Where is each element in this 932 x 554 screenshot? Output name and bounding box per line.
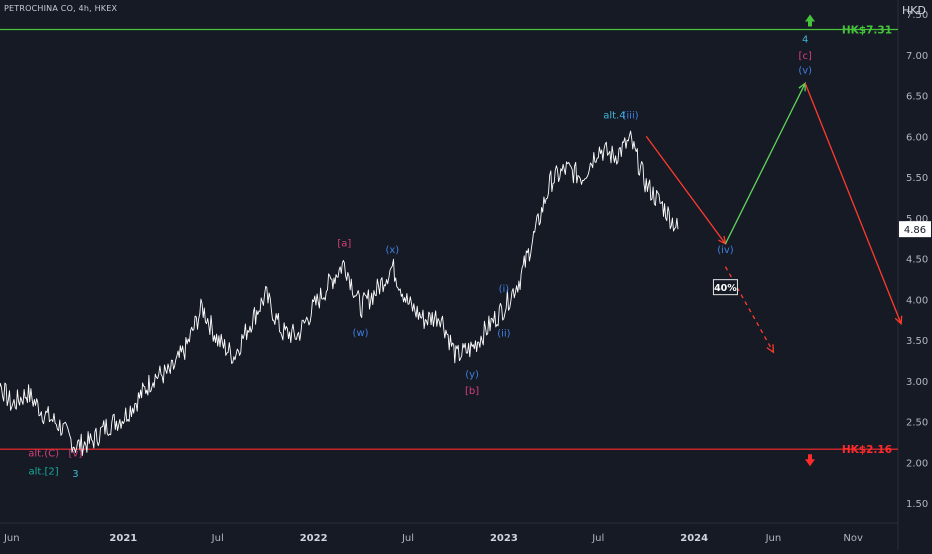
wave-label[interactable]: [c]: [799, 51, 812, 62]
wave-label[interactable]: 4: [802, 35, 808, 46]
x-tick-label: Jul: [211, 533, 224, 544]
projection-line: [804, 83, 902, 324]
projection-arrowhead: [766, 344, 775, 354]
last-price-tag: [899, 221, 931, 238]
currency-label[interactable]: HKD: [902, 4, 926, 17]
last-price-label: 4.86: [904, 225, 926, 236]
probability-badge-label: 40%: [714, 283, 737, 294]
wave-label[interactable]: [v]: [69, 449, 83, 460]
y-tick-label: 1.50: [906, 499, 928, 510]
wave-label[interactable]: alt.(C): [28, 449, 59, 460]
x-tick-label: 2021: [109, 533, 137, 544]
wave-label[interactable]: alt.4: [603, 110, 625, 121]
projection-line: [724, 82, 806, 245]
y-tick-label: 2.00: [906, 458, 928, 469]
y-tick-label: 7.00: [906, 51, 928, 62]
wave-label[interactable]: 3: [72, 469, 78, 480]
x-tick-label: Jun: [765, 533, 782, 544]
x-tick-label: Nov: [843, 533, 863, 544]
wave-label[interactable]: (ii): [497, 329, 510, 340]
x-tick-label: 2022: [300, 533, 328, 544]
wave-label[interactable]: (y): [465, 369, 479, 380]
wave-label[interactable]: [b]: [465, 386, 479, 397]
y-tick-label: 3.50: [906, 336, 928, 347]
wave-label[interactable]: (iv): [717, 245, 734, 256]
x-tick-label: 2023: [490, 533, 518, 544]
y-tick-label: 7.50: [906, 10, 928, 21]
wave-label[interactable]: (v): [798, 65, 812, 76]
price-line: [0, 130, 679, 456]
projection-arrowhead: [894, 315, 903, 326]
y-tick-label: 5.50: [906, 173, 928, 184]
arrow-down-icon: [805, 454, 815, 467]
projection-line: [645, 135, 726, 245]
y-tick-label: 4.00: [906, 295, 928, 306]
level-label: HK$2.16: [842, 444, 892, 456]
x-tick-label: Jun: [3, 533, 20, 544]
wave-label[interactable]: (i): [499, 284, 510, 295]
y-tick-label: 4.50: [906, 255, 928, 266]
y-tick-label: 2.50: [906, 418, 928, 429]
wave-label[interactable]: alt.[2]: [29, 466, 59, 477]
projection-arrowhead: [718, 235, 727, 246]
wave-label[interactable]: [a]: [337, 238, 351, 249]
y-tick-label: 6.50: [906, 92, 928, 103]
wave-label[interactable]: (iii): [623, 110, 639, 121]
wave-label[interactable]: (w): [353, 328, 369, 339]
x-tick-label: 2024: [680, 533, 708, 544]
arrow-up-icon: [805, 14, 815, 27]
y-tick-label: 5.00: [906, 214, 928, 225]
wave-label[interactable]: (x): [385, 245, 399, 256]
y-tick-label: 6.00: [906, 132, 928, 143]
y-tick-label: 3.00: [906, 377, 928, 388]
x-tick-label: Jul: [401, 533, 414, 544]
x-tick-label: Jul: [591, 533, 604, 544]
level-label: HK$7.31: [842, 24, 892, 36]
symbol-title: PETROCHINA CO, 4h, HKEX: [4, 4, 118, 13]
probability-badge[interactable]: [712, 279, 738, 296]
